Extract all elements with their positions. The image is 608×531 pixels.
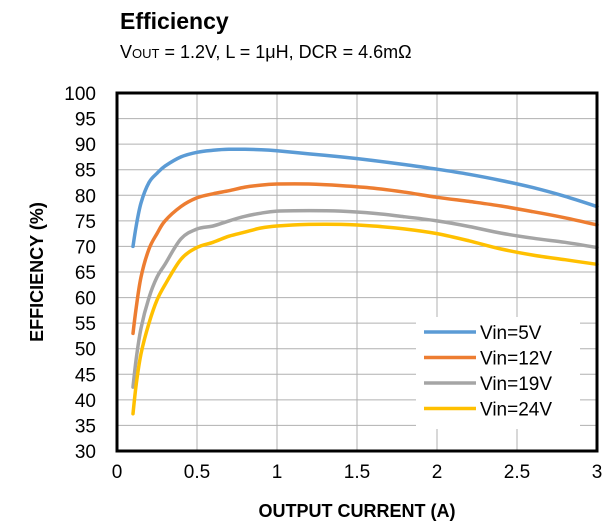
y-tick-label: 65 (75, 263, 96, 284)
legend-box (416, 317, 580, 429)
y-tick-label: 70 (75, 237, 96, 258)
chart-subtitle: VOUT = 1.2V, L = 1μH, DCR = 4.6mΩ (120, 42, 412, 62)
y-tick-label: 95 (75, 110, 96, 131)
y-tick-label: 35 (75, 416, 96, 437)
subtitle-rest: = 1.2V, L = 1μH, DCR = 4.6mΩ (159, 42, 411, 62)
legend-label-1: Vin=12V (480, 349, 552, 370)
y-axis-title: EFFICIENCY (%) (27, 202, 47, 342)
y-tick-label: 90 (75, 135, 96, 156)
x-tick-label: 0 (112, 462, 123, 483)
y-tick-label: 55 (75, 314, 96, 335)
legend-label-3: Vin=24V (480, 400, 552, 421)
y-tick-label: 100 (64, 84, 96, 105)
y-tick-label: 80 (75, 186, 96, 207)
y-tick-label: 60 (75, 289, 96, 310)
series-line-1 (131, 182, 599, 336)
series-lines (131, 147, 599, 416)
x-axis-title: OUTPUT CURRENT (A) (259, 501, 456, 521)
series-line-0 (131, 147, 599, 249)
subtitle-subscript: OUT (132, 46, 160, 61)
series-line-3 (131, 222, 599, 416)
y-tick-label: 45 (75, 365, 96, 386)
chart-title: Efficiency (120, 8, 229, 34)
y-tick-label: 30 (75, 442, 96, 463)
legend: Vin=5V Vin=12V Vin=19V Vin=24V (416, 317, 580, 429)
legend-label-2: Vin=19V (480, 374, 552, 395)
x-tick-label: 3 (592, 462, 603, 483)
legend-label-0: Vin=5V (480, 323, 542, 344)
x-tick-label: 2 (432, 462, 443, 483)
x-tick-label: 1.5 (344, 462, 370, 483)
y-tick-label: 75 (75, 212, 96, 233)
y-tick-label: 85 (75, 161, 96, 182)
x-tick-label: 0.5 (184, 462, 210, 483)
plot-frame (115, 91, 599, 453)
y-tick-labels: 30 35 40 45 50 55 60 65 70 75 80 85 90 95 100 (64, 84, 96, 463)
subtitle-prefix: V (120, 42, 132, 62)
x-tick-label: 2.5 (504, 462, 530, 483)
y-tick-label: 50 (75, 340, 96, 361)
y-tick-label: 40 (75, 391, 96, 412)
x-tick-labels: 0 0.5 1 1.5 2 2.5 3 (112, 462, 603, 483)
series-line-2 (131, 208, 599, 389)
x-tick-label: 1 (272, 462, 283, 483)
